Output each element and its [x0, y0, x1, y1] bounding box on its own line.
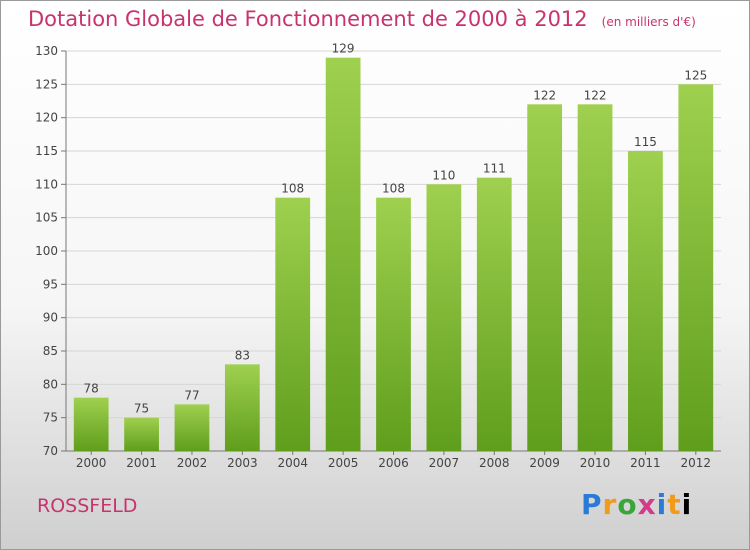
y-tick-label: 120 [35, 111, 58, 125]
y-tick-label: 95 [43, 277, 58, 291]
y-tick-label: 75 [43, 411, 58, 425]
y-tick-label: 80 [43, 377, 58, 391]
chart-title-text: Dotation Globale de Fonctionnement de 20… [28, 7, 588, 31]
data-label: 129 [332, 42, 355, 56]
data-label: 125 [684, 68, 707, 82]
x-axis: 2000 2001 2002 2003 2004 2005 2006 2007 2008 2009… [76, 451, 711, 470]
x-tick-label: 2006 [378, 456, 409, 470]
chart-title: Dotation Globale de Fonctionnement de 20… [28, 7, 696, 31]
bar [325, 57, 361, 452]
bar [174, 404, 210, 451]
data-label: 108 [281, 182, 304, 196]
y-tick-label: 125 [35, 77, 58, 91]
data-label: 115 [634, 135, 657, 149]
data-label: 108 [382, 182, 405, 196]
bar [73, 397, 109, 451]
bar [678, 84, 714, 451]
x-tick-label: 2005 [328, 456, 359, 470]
logo-letter: t [667, 488, 682, 521]
x-tick-label: 2012 [681, 456, 712, 470]
y-tick-label: 100 [35, 244, 58, 258]
logo-letter: r [602, 488, 618, 521]
x-tick-label: 2004 [277, 456, 308, 470]
bar [476, 177, 512, 451]
data-labels: 78 75 77 83 108 129 108 110 111 122 122 115 125 [84, 42, 708, 416]
bar [275, 197, 311, 451]
x-tick-label: 2007 [429, 456, 460, 470]
data-label: 78 [84, 382, 99, 396]
logo-letter: x [637, 488, 657, 521]
data-label: 111 [483, 162, 506, 176]
x-tick-label: 2010 [580, 456, 611, 470]
data-label: 83 [235, 348, 250, 362]
y-tick-label: 90 [43, 311, 58, 325]
x-tick-label: 2009 [529, 456, 560, 470]
x-tick-label: 2008 [479, 456, 510, 470]
logo-letter: P [581, 488, 603, 521]
bar [577, 104, 613, 451]
logo-letter: i [681, 488, 693, 521]
data-label: 75 [134, 402, 149, 416]
proxiti-logo: Proxiti [581, 488, 692, 521]
y-tick-label: 130 [35, 44, 58, 58]
data-label: 122 [584, 88, 607, 102]
data-label: 77 [184, 388, 199, 402]
bar [224, 364, 260, 451]
x-tick-label: 2011 [630, 456, 661, 470]
x-tick-label: 2002 [177, 456, 208, 470]
data-label: 122 [533, 88, 556, 102]
bar [527, 104, 563, 451]
bars [73, 57, 714, 452]
y-tick-label: 110 [35, 177, 58, 191]
bar [426, 184, 462, 452]
commune-name: ROSSFELD [37, 495, 138, 517]
x-tick-label: 2000 [76, 456, 107, 470]
x-tick-label: 2003 [227, 456, 258, 470]
y-tick-label: 115 [35, 144, 58, 158]
unit-note: (en milliers d'€) [601, 15, 696, 29]
logo-letter: i [656, 488, 668, 521]
bar [376, 197, 411, 451]
data-label: 110 [432, 168, 455, 182]
y-tick-label: 85 [43, 344, 58, 358]
bar [628, 151, 663, 451]
logo-letter: o [617, 488, 638, 521]
y-tick-label: 70 [43, 444, 58, 458]
bar [124, 417, 159, 451]
x-tick-label: 2001 [126, 456, 157, 470]
y-tick-label: 105 [35, 211, 58, 225]
